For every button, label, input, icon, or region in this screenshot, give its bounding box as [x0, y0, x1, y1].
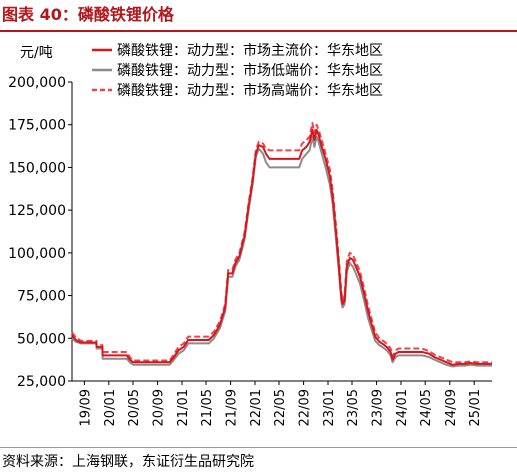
title-rule — [0, 30, 517, 32]
legend-label-1: 磷酸铁锂：动力型：市场低端价：华东地区 — [117, 62, 383, 79]
y-tick-label: 75,000 — [17, 289, 66, 305]
source-rule — [0, 447, 517, 448]
source-note: 资料来源：上海钢联，东证衍生品研究院 — [2, 454, 254, 470]
figure-title: 图表 40：磷酸铁锂价格 — [2, 5, 174, 24]
x-tick-label: 23/09 — [371, 389, 386, 426]
x-tick-label: 20/01 — [103, 389, 118, 426]
y-tick-label: 50,000 — [17, 331, 66, 347]
x-tick-label: 24/09 — [444, 389, 459, 426]
x-tick-label: 24/05 — [419, 389, 434, 426]
x-tick-label: 21/05 — [200, 389, 215, 426]
x-tick-label: 23/01 — [322, 389, 337, 426]
x-tick-label: 22/09 — [298, 389, 313, 426]
x-tick-label: 25/01 — [468, 389, 483, 426]
x-tick-label: 22/05 — [273, 389, 288, 426]
legend-label-0: 磷酸铁锂：动力型：市场主流价：华东地区 — [117, 42, 383, 59]
y-tick-label: 100,000 — [8, 246, 66, 262]
legend-label-2: 磷酸铁锂：动力型：市场高端价：华东地区 — [117, 82, 383, 99]
x-tick-label: 22/01 — [249, 389, 264, 426]
x-tick-label: 20/09 — [152, 389, 167, 426]
x-tick-label: 21/01 — [176, 389, 191, 426]
x-tick-label: 23/05 — [346, 389, 361, 426]
y-tick-label: 175,000 — [8, 118, 66, 134]
series-line-2 — [71, 122, 492, 364]
x-tick-label: 20/05 — [127, 389, 142, 426]
axes: 25,000 50,000 75,000 100,000 125,000 150,000 1… — [8, 45, 492, 426]
line-chart: 25,000 50,000 75,000 100,000 125,000 150,000 1… — [8, 42, 492, 426]
x-tick-label: 21/09 — [225, 389, 240, 426]
series-layer — [71, 122, 492, 368]
y-tick-label: 125,000 — [8, 203, 66, 219]
y-axis-label: 元/吨 — [20, 45, 53, 61]
y-tick-label: 200,000 — [8, 75, 66, 91]
y-tick-label: 25,000 — [17, 374, 66, 390]
legend: 磷酸铁锂：动力型：市场主流价：华东地区磷酸铁锂：动力型：市场低端价：华东地区磷酸… — [92, 42, 383, 99]
series-line-1 — [71, 135, 492, 368]
y-tick-label: 150,000 — [8, 160, 66, 176]
x-tick-label: 24/01 — [395, 389, 410, 426]
x-tick-label: 19/09 — [78, 389, 93, 426]
series-line-0 — [71, 128, 492, 366]
